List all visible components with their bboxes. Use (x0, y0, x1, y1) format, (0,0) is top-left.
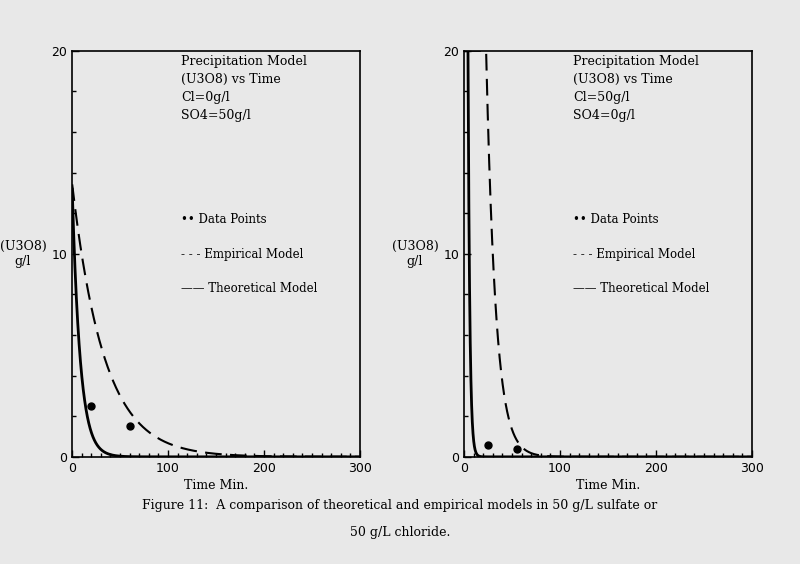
Text: Precipitation Model
(U3O8) vs Time
Cl=50g/l
SO4=0g/l: Precipitation Model (U3O8) vs Time Cl=50… (574, 55, 699, 122)
Text: —— Theoretical Model: —— Theoretical Model (574, 282, 710, 295)
Text: (U3O8)
g/l: (U3O8) g/l (392, 240, 438, 268)
Text: (U3O8)
g/l: (U3O8) g/l (0, 240, 46, 268)
Text: Precipitation Model
(U3O8) vs Time
Cl=0g/l
SO4=50g/l: Precipitation Model (U3O8) vs Time Cl=0g… (182, 55, 307, 122)
Text: 50 g/L chloride.: 50 g/L chloride. (350, 526, 450, 539)
Text: - - - Empirical Model: - - - Empirical Model (574, 248, 696, 261)
Text: - - - Empirical Model: - - - Empirical Model (182, 248, 304, 261)
X-axis label: Time Min.: Time Min. (576, 479, 640, 492)
X-axis label: Time Min.: Time Min. (184, 479, 248, 492)
Text: —— Theoretical Model: —— Theoretical Model (182, 282, 318, 295)
Text: •• Data Points: •• Data Points (574, 213, 659, 226)
Text: •• Data Points: •• Data Points (182, 213, 267, 226)
Text: Figure 11:  A comparison of theoretical and empirical models in 50 g/L sulfate o: Figure 11: A comparison of theoretical a… (142, 499, 658, 512)
